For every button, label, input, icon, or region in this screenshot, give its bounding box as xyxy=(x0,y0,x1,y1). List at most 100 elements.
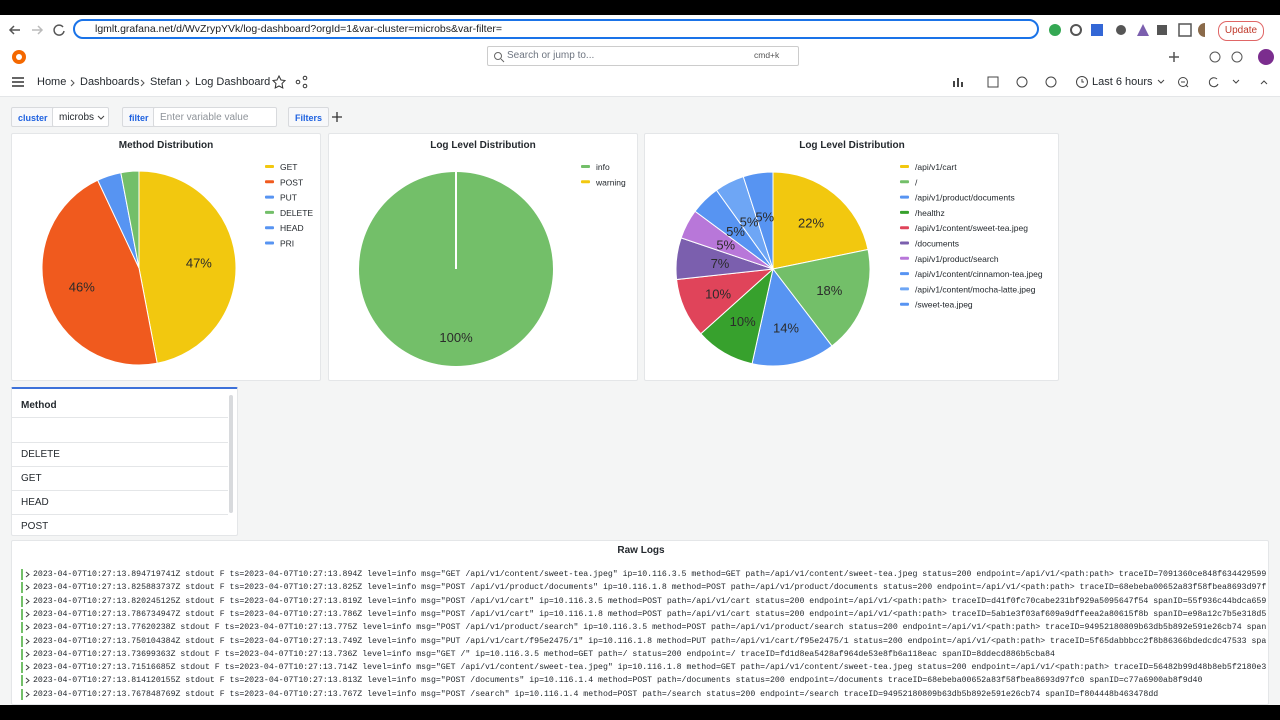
panel-title: Log Level Distribution xyxy=(430,140,536,151)
legend-swatch xyxy=(265,210,274,214)
legend-label[interactable]: /api/v1/product/documents xyxy=(915,193,1015,203)
legend-label[interactable]: /documents xyxy=(915,239,959,249)
panel: Method Distribution 47% 46% GET POST PUT DELET… xyxy=(11,133,321,381)
legend-label[interactable]: /healthz xyxy=(915,208,945,218)
legend-swatch xyxy=(900,302,909,306)
legend-label[interactable]: /api/v1/content/sweet-tea.jpeg xyxy=(915,223,1028,233)
breadcrumb[interactable]: Home xyxy=(37,76,67,88)
logs-panel: Raw Logs 2023-04-07T10:27:13.894719741Z … xyxy=(11,540,1269,705)
breadcrumb-separator xyxy=(185,79,190,87)
chevron xyxy=(25,571,30,578)
dropdown-caret xyxy=(97,115,105,120)
log-line[interactable]: 2023-04-07T10:27:13.767848769Z stdout F … xyxy=(33,689,1159,699)
legend-label[interactable]: PUT xyxy=(280,193,297,203)
log-level-bar xyxy=(21,648,23,660)
topbar-icons[interactable] xyxy=(1165,48,1277,66)
address-bar[interactable]: lgmlt.grafana.net/d/WvZrypYVk/log-dashbo… xyxy=(73,19,1039,39)
scrollbar[interactable] xyxy=(229,395,233,513)
search-box[interactable]: Search or jump to... cmd+k xyxy=(487,46,799,66)
log-line[interactable]: 2023-04-07T10:27:13.750104384Z stdout F … xyxy=(33,636,1267,646)
pie-slice xyxy=(772,248,871,347)
legend-label[interactable]: PRI xyxy=(280,239,294,249)
slice-label: 14% xyxy=(773,321,799,336)
search-placeholder: Search or jump to... xyxy=(507,50,595,61)
table-row: DELETE xyxy=(12,443,228,467)
slice-label: 5% xyxy=(716,237,735,252)
legend-label[interactable]: /api/v1/product/search xyxy=(915,254,999,264)
url: lgmlt.grafana.net/d/WvZrypYVk/log-dashbo… xyxy=(95,23,503,35)
slice-label: 47% xyxy=(186,255,212,270)
time-range[interactable]: Last 6 hours xyxy=(1092,76,1153,88)
variable-select[interactable]: microbs xyxy=(52,107,109,127)
legend-label[interactable]: / xyxy=(915,177,918,187)
legend-label[interactable]: HEAD xyxy=(280,223,304,233)
log-line[interactable]: 2023-04-07T10:27:13.814120155Z stdout F … xyxy=(33,676,1203,686)
slice-label: 18% xyxy=(816,283,842,298)
pie-slice xyxy=(742,171,774,270)
legend-swatch xyxy=(900,272,909,276)
update-button[interactable]: Update xyxy=(1218,21,1264,41)
table-row: POST xyxy=(12,515,228,535)
breadcrumb[interactable]: Log Dashboard xyxy=(195,76,271,88)
log-line[interactable]: 2023-04-07T10:27:13.825883737Z stdout F … xyxy=(33,583,1267,593)
extension-icons[interactable] xyxy=(1045,21,1205,39)
legend-label[interactable]: info xyxy=(596,162,610,172)
slice-label: 5% xyxy=(726,224,745,239)
panel-title: Raw Logs xyxy=(617,545,665,556)
log-line[interactable]: 2023-04-07T10:27:13.894719741Z stdout F … xyxy=(33,570,1267,579)
expand-chevron xyxy=(25,651,30,658)
expand-chevron xyxy=(25,624,30,631)
log-line[interactable]: 2023-04-07T10:27:13.820245125Z stdout F … xyxy=(33,596,1267,606)
legend-swatch xyxy=(265,226,274,230)
log-line[interactable]: 2023-04-07T10:27:13.786734947Z stdout F … xyxy=(33,609,1267,619)
slice-label: 5% xyxy=(740,214,759,229)
star-share-icons[interactable] xyxy=(272,75,312,89)
pie-chart: Log Level Distribution 22% 18% 14% 10% 10% 7% 5… xyxy=(675,140,1043,367)
variable-input[interactable]: Enter variable value xyxy=(153,107,277,127)
legend-label[interactable]: DELETE xyxy=(280,208,313,218)
grafana-logo[interactable] xyxy=(10,48,28,66)
chevron xyxy=(25,598,30,604)
legend-swatch xyxy=(900,226,909,230)
legend-label[interactable]: /api/v1/content/cinnamon-tea.jpeg xyxy=(915,269,1043,279)
legend-label[interactable]: warning xyxy=(595,177,626,187)
log-line[interactable]: 2023-04-07T10:27:13.71516685Z stdout F t… xyxy=(33,663,1267,673)
log-line[interactable]: 2023-04-07T10:27:13.73699363Z stdout F t… xyxy=(33,649,1055,659)
pie-chart: Method Distribution 47% 46% GET POST PUT DELET… xyxy=(41,140,313,366)
add-filter[interactable] xyxy=(331,111,343,123)
table-row: GET xyxy=(12,467,228,491)
legend-label[interactable]: /api/v1/cart xyxy=(915,162,957,172)
breadcrumb[interactable]: Stefan xyxy=(150,76,182,88)
chevron xyxy=(70,79,75,87)
legend-swatch xyxy=(265,195,274,199)
frame-bottom xyxy=(0,705,1280,720)
variable-value: microbs xyxy=(59,112,95,123)
slice-label: 46% xyxy=(69,280,95,295)
grafana-topbar: Search or jump to... cmd+k xyxy=(0,45,1280,68)
legend-label[interactable]: POST xyxy=(280,177,303,187)
time-controls[interactable] xyxy=(1155,75,1270,89)
slice-label: 10% xyxy=(705,287,731,302)
breadcrumb[interactable]: Dashboards xyxy=(80,76,140,88)
nav-buttons[interactable] xyxy=(6,22,66,38)
expand-chevron xyxy=(25,584,30,591)
legend-label[interactable]: /api/v1/content/mocha-latte.jpeg xyxy=(915,284,1036,294)
panel-title: Method Distribution xyxy=(119,140,213,151)
legend-swatch xyxy=(581,165,590,168)
table-panel: Method DELETE GET HEAD POST xyxy=(11,387,238,536)
dashboard-icons[interactable] xyxy=(952,75,1062,89)
table-row-empty xyxy=(12,419,228,443)
expand-chevron xyxy=(25,598,30,604)
chevron xyxy=(25,664,30,671)
filters-button[interactable]: Filters xyxy=(288,107,330,127)
legend-label[interactable]: /sweet-tea.jpeg xyxy=(915,300,973,310)
log-line[interactable]: 2023-04-07T10:27:13.77620238Z stdout F t… xyxy=(33,623,1267,633)
legend-swatch xyxy=(265,241,274,245)
table-header: Method xyxy=(12,394,228,418)
breadcrumb-bar xyxy=(0,68,1280,97)
legend-label[interactable]: GET xyxy=(280,162,297,172)
log-level-bar xyxy=(21,569,23,580)
menu-icon[interactable] xyxy=(10,75,26,89)
pie-slice xyxy=(41,179,158,366)
expand-chevron xyxy=(25,638,30,644)
